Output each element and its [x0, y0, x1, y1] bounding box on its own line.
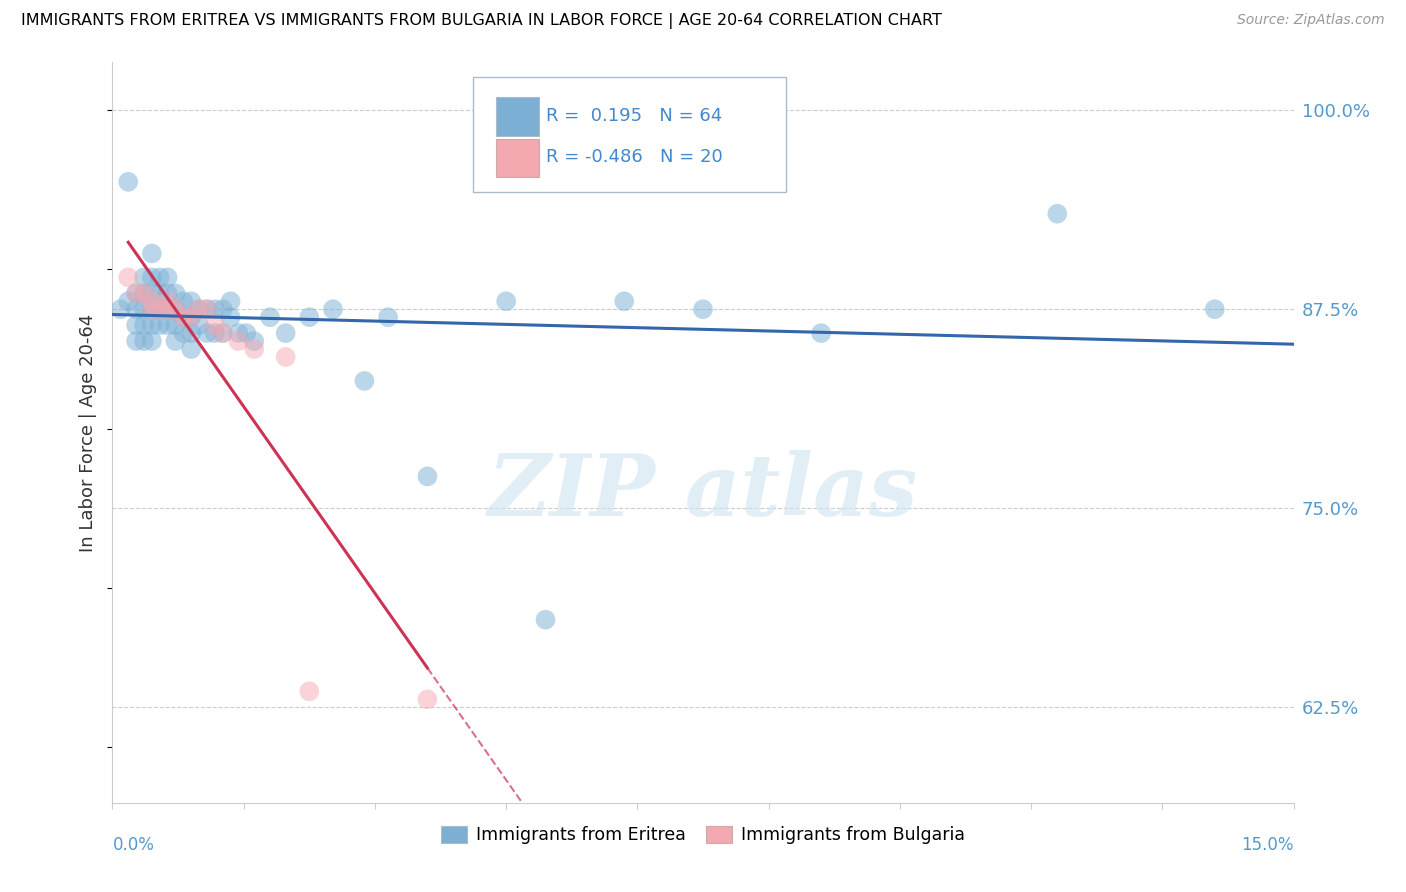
- Point: [141, 286, 163, 301]
- Point: [156, 286, 179, 301]
- Point: [141, 302, 163, 317]
- Point: [377, 310, 399, 325]
- Point: [211, 326, 233, 340]
- Point: [204, 318, 226, 333]
- Point: [204, 326, 226, 340]
- Point: [110, 302, 132, 317]
- Point: [125, 334, 148, 348]
- Point: [274, 326, 297, 340]
- Point: [243, 342, 266, 356]
- Y-axis label: In Labor Force | Age 20-64: In Labor Force | Age 20-64: [79, 313, 97, 552]
- Point: [188, 318, 211, 333]
- Point: [1204, 302, 1226, 317]
- Point: [132, 270, 155, 285]
- Point: [117, 175, 139, 189]
- Text: R = -0.486   N = 20: R = -0.486 N = 20: [546, 148, 723, 166]
- Point: [149, 318, 172, 333]
- Point: [211, 326, 233, 340]
- Point: [141, 246, 163, 260]
- Point: [141, 270, 163, 285]
- Point: [117, 294, 139, 309]
- Point: [165, 302, 187, 317]
- Point: [180, 342, 202, 356]
- Point: [156, 318, 179, 333]
- FancyBboxPatch shape: [496, 138, 538, 178]
- Point: [149, 302, 172, 317]
- Point: [125, 286, 148, 301]
- Point: [204, 302, 226, 317]
- Legend: Immigrants from Eritrea, Immigrants from Bulgaria: Immigrants from Eritrea, Immigrants from…: [436, 821, 970, 850]
- Point: [180, 326, 202, 340]
- Point: [495, 294, 517, 309]
- Point: [219, 310, 242, 325]
- Point: [259, 310, 281, 325]
- Point: [1046, 207, 1069, 221]
- Point: [195, 326, 218, 340]
- Point: [274, 350, 297, 364]
- Point: [165, 286, 187, 301]
- Point: [141, 334, 163, 348]
- Point: [228, 334, 250, 348]
- FancyBboxPatch shape: [472, 78, 786, 192]
- Point: [149, 286, 172, 301]
- Text: 0.0%: 0.0%: [112, 836, 155, 855]
- Text: IMMIGRANTS FROM ERITREA VS IMMIGRANTS FROM BULGARIA IN LABOR FORCE | AGE 20-64 C: IMMIGRANTS FROM ERITREA VS IMMIGRANTS FR…: [21, 13, 942, 29]
- Point: [172, 326, 194, 340]
- Point: [353, 374, 375, 388]
- Point: [180, 310, 202, 325]
- Text: R =  0.195   N = 64: R = 0.195 N = 64: [546, 107, 723, 125]
- Point: [613, 294, 636, 309]
- Point: [195, 302, 218, 317]
- Point: [195, 302, 218, 317]
- Point: [172, 294, 194, 309]
- Point: [188, 302, 211, 317]
- Point: [132, 286, 155, 301]
- Point: [172, 310, 194, 325]
- Point: [180, 294, 202, 309]
- Point: [165, 318, 187, 333]
- Point: [132, 286, 155, 301]
- Point: [534, 613, 557, 627]
- Point: [125, 286, 148, 301]
- Point: [125, 318, 148, 333]
- Point: [810, 326, 832, 340]
- FancyBboxPatch shape: [496, 97, 538, 136]
- Point: [156, 302, 179, 317]
- Point: [243, 334, 266, 348]
- Point: [165, 334, 187, 348]
- Text: ZIP atlas: ZIP atlas: [488, 450, 918, 533]
- Point: [322, 302, 344, 317]
- Point: [180, 310, 202, 325]
- Point: [219, 294, 242, 309]
- Point: [132, 334, 155, 348]
- Point: [117, 270, 139, 285]
- Point: [416, 469, 439, 483]
- Point: [165, 302, 187, 317]
- Point: [132, 302, 155, 317]
- Point: [298, 310, 321, 325]
- Point: [141, 302, 163, 317]
- Point: [692, 302, 714, 317]
- Point: [156, 270, 179, 285]
- Point: [125, 302, 148, 317]
- Point: [188, 302, 211, 317]
- Point: [141, 294, 163, 309]
- Point: [156, 302, 179, 317]
- Point: [298, 684, 321, 698]
- Point: [172, 310, 194, 325]
- Point: [149, 270, 172, 285]
- Point: [235, 326, 257, 340]
- Point: [156, 294, 179, 309]
- Point: [211, 302, 233, 317]
- Point: [149, 302, 172, 317]
- Point: [416, 692, 439, 706]
- Point: [132, 318, 155, 333]
- Point: [141, 318, 163, 333]
- Text: Source: ZipAtlas.com: Source: ZipAtlas.com: [1237, 13, 1385, 28]
- Text: 15.0%: 15.0%: [1241, 836, 1294, 855]
- Point: [228, 326, 250, 340]
